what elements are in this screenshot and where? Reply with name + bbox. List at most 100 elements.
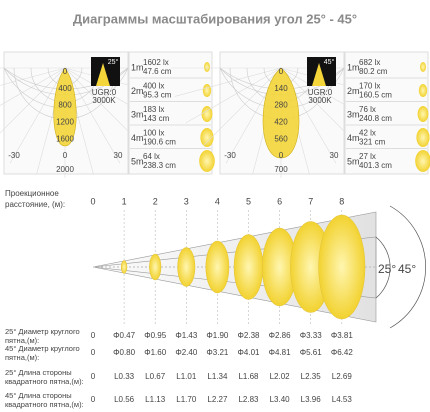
light-curve	[53, 67, 77, 147]
beam-25	[92, 236, 377, 299]
dim-45	[389, 205, 427, 329]
scale-label: 800	[58, 101, 72, 110]
row-size: 143 cm	[143, 114, 170, 123]
row-label: пятна,(м):	[5, 336, 39, 345]
scale-label: 1200	[56, 118, 74, 127]
row-label: квадратного пятна,(м):	[5, 400, 84, 409]
spot	[120, 260, 128, 274]
row-value: Φ6.42	[331, 348, 354, 357]
row-lux: 76 lx	[359, 105, 376, 114]
row-size: 401.3 cm	[359, 161, 392, 170]
row-size: 190.6 cm	[143, 138, 176, 147]
row-distance: 2m	[347, 86, 360, 96]
spot	[149, 253, 162, 281]
radial-line	[0, 67, 66, 134]
row-value: L2.27	[207, 395, 228, 404]
row-distance: 1m	[131, 62, 144, 72]
row-value: L2.02	[270, 372, 291, 381]
angle-25: 25°	[378, 262, 396, 276]
radial-line	[203, 67, 282, 146]
row-value: Φ3.33	[300, 331, 323, 340]
row-spot	[202, 84, 212, 97]
row-lux: 42 lx	[359, 129, 376, 138]
angle-label: -30	[8, 151, 20, 160]
row-value: Φ4.01	[238, 348, 261, 357]
info-box	[344, 51, 429, 175]
row-value: L2.69	[332, 372, 353, 381]
row-label: 45° Диаметр круглого	[5, 344, 80, 353]
row-label: 25° Длина стороны	[5, 368, 72, 377]
row-label: 45° Длина стороны	[5, 391, 72, 400]
row-value: L0.67	[145, 372, 166, 381]
radial-line	[185, 67, 282, 124]
distance-label: 3	[184, 196, 189, 206]
cct: 3000K	[92, 96, 116, 105]
row-size: 238.3 cm	[143, 161, 176, 170]
row-value: Φ1.90	[206, 331, 229, 340]
row-value: Φ1.43	[175, 331, 198, 340]
row-spot	[418, 84, 428, 97]
distance-label: 1	[122, 196, 127, 206]
scale-label: 420	[274, 118, 288, 127]
row-lux: 183 lx	[143, 105, 164, 114]
radial-line	[0, 67, 66, 86]
row-lux: 64 lx	[143, 152, 160, 161]
row-value: L1.68	[238, 372, 259, 381]
row-lux: 1602 lx	[143, 58, 169, 67]
light-curve	[262, 67, 300, 159]
angle-label: 30	[114, 151, 123, 160]
row-label: пятна,(м):	[5, 353, 39, 362]
beam-icon-light	[96, 63, 110, 86]
scale-label: 0	[279, 67, 284, 76]
row-value: L0.56	[114, 395, 135, 404]
row-distance: 4m	[347, 133, 360, 143]
row-value: Φ2.86	[269, 331, 292, 340]
row-distance: 5m	[347, 156, 360, 166]
row-value: Φ5.61	[300, 348, 323, 357]
spot	[233, 234, 264, 300]
row-spot	[417, 106, 429, 122]
row-lux: 27 lx	[359, 152, 376, 161]
angle-label: 0	[279, 151, 284, 160]
row-spot	[200, 128, 214, 147]
title: Диаграммы масштабирования угол 25° - 45°	[73, 11, 357, 26]
spot	[177, 247, 196, 287]
radial-line	[0, 67, 66, 106]
beam-icon-light	[312, 63, 326, 86]
radial-line	[174, 67, 282, 97]
row-size: 95.3 cm	[143, 91, 172, 100]
angle-label: -30	[224, 151, 236, 160]
distance-label: 8	[339, 196, 344, 206]
row-value: L1.13	[145, 395, 166, 404]
row-label: 25° Диаметр круглого	[5, 327, 80, 336]
row-value: 0	[91, 331, 96, 340]
row-label: квадратного пятна,(м):	[5, 377, 84, 386]
row-value: Φ3.21	[206, 348, 229, 357]
row-value: 0	[91, 348, 96, 357]
row-value: L1.70	[176, 395, 197, 404]
row-size: 240.8 cm	[359, 114, 392, 123]
row-spot	[420, 62, 426, 72]
angle-45: 45°	[398, 262, 416, 276]
distance-label: 0	[90, 196, 95, 206]
beam-angle: 25°	[108, 58, 119, 66]
row-value: Φ0.80	[113, 348, 136, 357]
row-value: Φ4.81	[269, 348, 292, 357]
distance-label: 4	[215, 196, 220, 206]
distance-label: 5	[246, 196, 251, 206]
row-value: L2.35	[301, 372, 322, 381]
distance-label: 2	[153, 196, 158, 206]
row-value: L2.83	[238, 395, 259, 404]
row-value: L3.40	[270, 395, 291, 404]
spot	[318, 214, 366, 320]
projection-label: расстояние, (м):	[5, 200, 65, 209]
radial-line	[9, 67, 66, 164]
projection-label: Проекционное	[5, 189, 59, 198]
row-size: 47.6 cm	[143, 67, 172, 76]
beam-angle: 45°	[324, 58, 335, 66]
row-distance: 3m	[347, 109, 360, 119]
radial-line	[64, 67, 121, 164]
row-value: Φ2.40	[175, 348, 198, 357]
scale-label: 280	[274, 101, 288, 110]
